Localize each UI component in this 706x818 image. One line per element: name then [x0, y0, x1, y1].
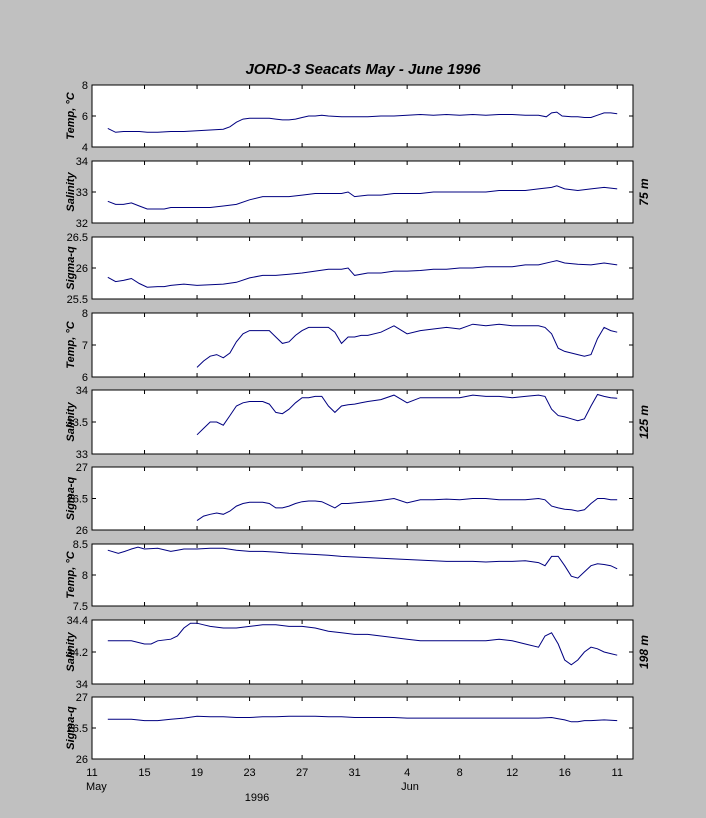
y-tick-label: 26.5	[67, 232, 88, 244]
axes-frame	[91, 466, 634, 531]
y-tick-label: 8	[82, 80, 88, 92]
y-axis-label: Temp, °C	[65, 550, 77, 598]
x-tick-label: 11	[612, 767, 623, 779]
panel-5: 33 33.5 34 Salinity	[65, 385, 634, 461]
x-month-label: Jun	[401, 781, 419, 793]
y-axis-label: Sigma-q	[65, 477, 77, 521]
y-tick-label: 6	[82, 111, 88, 123]
x-tick-label: 31	[348, 767, 360, 779]
series-line	[196, 497, 618, 522]
series-line	[196, 393, 618, 436]
y-axis-label: Temp, °C	[65, 91, 77, 139]
y-tick-label: 27	[76, 692, 88, 704]
x-tick-label: 11	[86, 767, 97, 779]
y-tick-label: 26.5	[67, 723, 88, 735]
axes-frame	[91, 619, 634, 685]
y-tick-label: 33	[76, 449, 88, 461]
y-tick-label: 32	[76, 218, 88, 230]
x-tick-label: 16	[559, 767, 571, 779]
panel-9: 26 26.5 27 Sigma-q	[65, 692, 634, 766]
axes-frame	[91, 236, 634, 300]
series-line	[107, 185, 618, 210]
y-tick-label: 33.5	[67, 417, 88, 429]
axes-frame	[91, 312, 634, 378]
panel-2: 32 33 34 Salinity	[65, 156, 634, 230]
depth-label: 75 m	[637, 178, 651, 206]
x-tick-label: 19	[191, 767, 203, 779]
y-tick-label: 34	[76, 156, 88, 168]
x-axis: 11 15 19 23 27 31 4 8 12 16 11 May Jun 1996	[86, 767, 623, 804]
y-axis-label: Salinity	[65, 632, 77, 672]
y-axis-label: Salinity	[65, 402, 77, 442]
series-line	[196, 323, 618, 368]
depth-label: 198 m	[637, 635, 651, 669]
panel-4: 6 7 8 Temp, °C	[65, 308, 634, 384]
y-tick-label: 34.2	[67, 647, 88, 659]
x-tick-label: 4	[404, 767, 410, 779]
x-month-label: May	[86, 781, 107, 793]
series-line	[107, 111, 618, 133]
y-tick-label: 26	[76, 525, 88, 537]
panel-8: 34 34.2 34.4 Salinity	[65, 615, 634, 691]
series-line	[107, 715, 618, 723]
y-axis-label: Sigma-q	[65, 706, 77, 750]
x-tick-label: 23	[243, 767, 255, 779]
y-tick-label: 34	[76, 679, 88, 691]
y-axis-label: Temp, °C	[65, 320, 77, 368]
depth-labels: 75 m 125 m 198 m	[637, 178, 651, 669]
panel-3: 25.5 26 26.5 Sigma-q	[65, 232, 634, 306]
axes-frame	[91, 389, 634, 455]
x-tick-label: 8	[457, 767, 463, 779]
y-tick-label: 33	[76, 187, 88, 199]
axes-frame	[91, 543, 634, 607]
y-tick-label: 26	[76, 263, 88, 275]
y-tick-label: 4	[82, 142, 88, 154]
y-tick-label: 8	[82, 570, 88, 582]
y-tick-label: 25.5	[67, 294, 88, 306]
y-tick-label: 7.5	[73, 601, 88, 613]
figure-title: JORD-3 Seacats May - June 1996	[245, 61, 481, 78]
x-tick-label: 15	[138, 767, 150, 779]
x-tick-label: 12	[506, 767, 518, 779]
x-tick-label: 27	[296, 767, 308, 779]
depth-label: 125 m	[637, 405, 651, 439]
y-tick-label: 8	[82, 308, 88, 320]
axes-frame	[91, 84, 634, 148]
y-tick-label: 34	[76, 385, 88, 397]
x-year-label: 1996	[245, 792, 269, 804]
y-tick-label: 26	[76, 754, 88, 766]
series-line	[107, 622, 618, 666]
y-axis-label: Sigma-q	[65, 246, 77, 290]
y-tick-label: 8.5	[73, 539, 88, 551]
y-tick-label: 7	[82, 340, 88, 352]
panel-1: 4 6 8 Temp, °C	[65, 80, 634, 154]
y-tick-label: 6	[82, 372, 88, 384]
series-line	[107, 546, 618, 579]
y-tick-label: 27	[76, 462, 88, 474]
axes-frame	[91, 696, 634, 760]
axes-frame	[91, 160, 634, 224]
y-tick-label: 26.5	[67, 494, 88, 506]
panel-6: 26 26.5 27 Sigma-q	[65, 462, 634, 537]
series-line	[107, 260, 618, 288]
y-axis-label: Salinity	[65, 172, 77, 212]
y-tick-label: 34.4	[67, 615, 88, 627]
